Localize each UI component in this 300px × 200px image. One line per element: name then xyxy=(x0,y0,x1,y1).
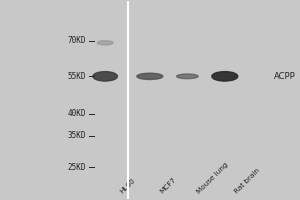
Ellipse shape xyxy=(176,74,198,79)
Text: 40KD: 40KD xyxy=(68,109,86,118)
Text: 35KD: 35KD xyxy=(68,131,86,140)
Text: 55KD: 55KD xyxy=(68,72,86,81)
Ellipse shape xyxy=(137,73,163,79)
Text: Mouse lung: Mouse lung xyxy=(196,161,230,195)
Text: HL60: HL60 xyxy=(118,177,136,195)
Text: MCF7: MCF7 xyxy=(159,176,177,195)
Text: 70KD: 70KD xyxy=(68,36,86,45)
Text: Rat brain: Rat brain xyxy=(233,167,261,195)
Text: 25KD: 25KD xyxy=(68,163,86,172)
Ellipse shape xyxy=(97,41,113,45)
Text: ACPP: ACPP xyxy=(274,72,296,81)
Ellipse shape xyxy=(212,72,238,81)
Ellipse shape xyxy=(93,72,117,81)
